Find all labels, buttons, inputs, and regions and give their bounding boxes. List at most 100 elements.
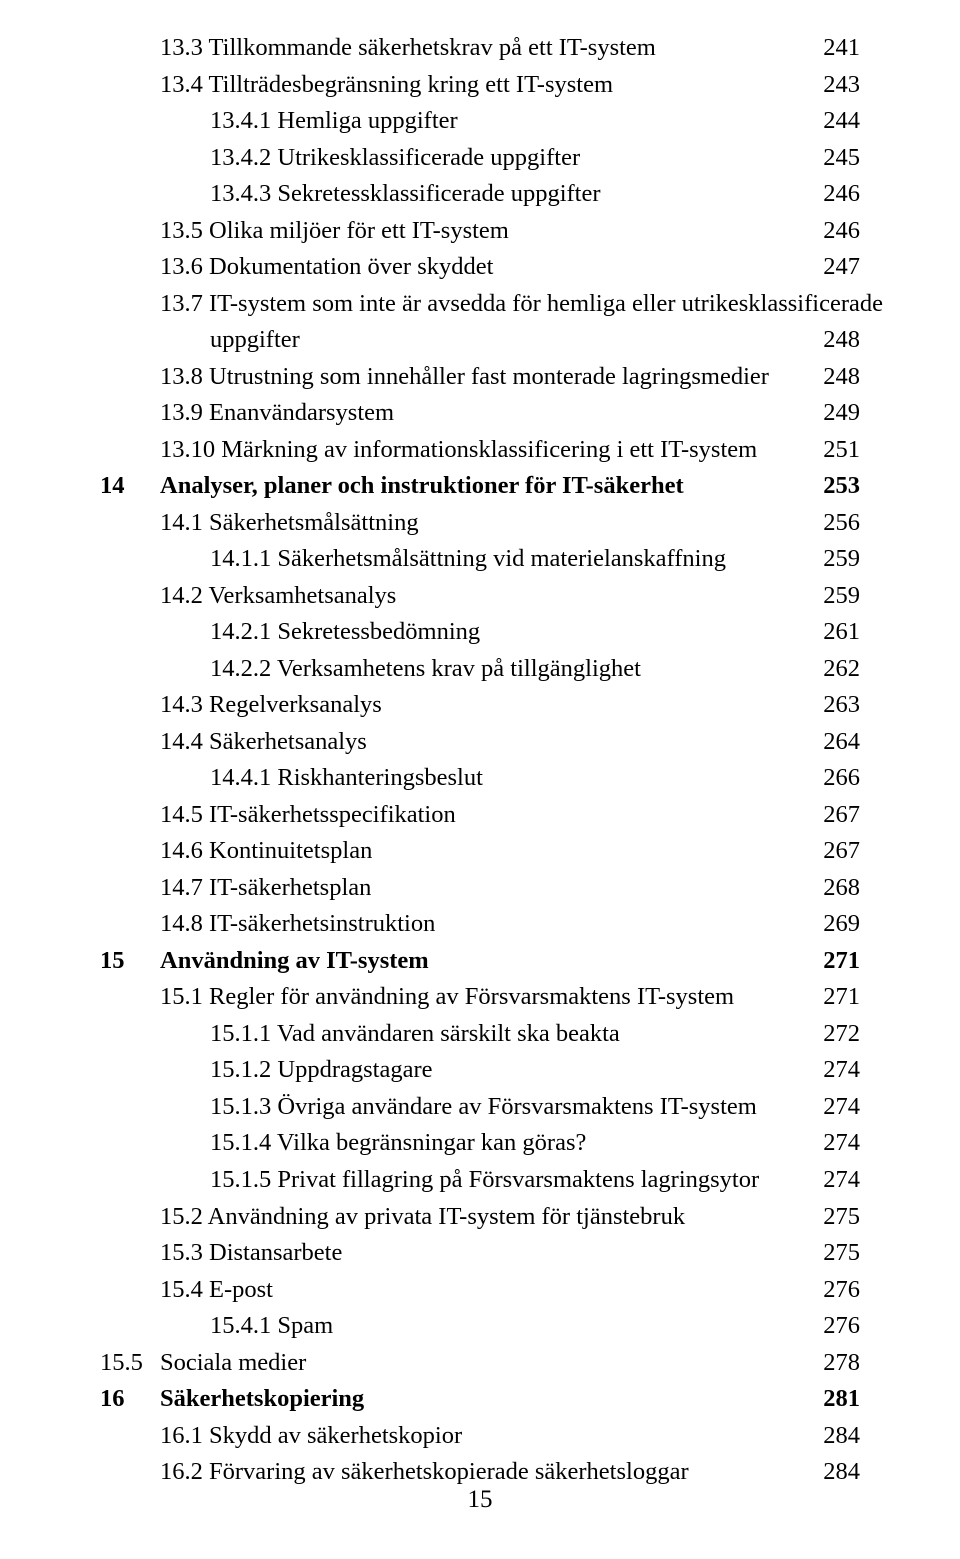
toc-page-number: 264 — [815, 724, 860, 760]
toc-label: 13.4.1 Hemliga uppgifter — [210, 103, 458, 139]
toc-label: 14.3 Regelverksanalys — [160, 687, 382, 723]
toc-label: 15.4 E-post — [160, 1272, 273, 1308]
toc-page-number: 249 — [815, 395, 860, 431]
toc-page-number: 266 — [815, 760, 860, 796]
toc-label: 14.1.1 Säkerhetsmålsättning vid materiel… — [210, 541, 726, 577]
toc-page-number: 241 — [815, 30, 860, 66]
toc-label: 16.1 Skydd av säkerhetskopior — [160, 1418, 462, 1454]
toc-page-number: 274 — [815, 1162, 860, 1198]
toc-entry: 13.8 Utrustning som innehåller fast mont… — [100, 359, 860, 395]
toc-page-number: 246 — [815, 213, 860, 249]
toc-label: 14.5 IT-säkerhetsspecifikation — [160, 797, 456, 833]
toc-label: 14.4.1 Riskhanteringsbeslut — [210, 760, 483, 796]
toc-chapter-number: 15 — [100, 943, 160, 979]
toc-entry: 14.1 Säkerhetsmålsättning 256 — [100, 505, 860, 541]
toc-entry: 14.3 Regelverksanalys263 — [100, 687, 860, 723]
toc-label: 13.5 Olika miljöer för ett IT-system — [160, 213, 509, 249]
toc-page-number: 245 — [815, 140, 860, 176]
toc-label: 13.9 Enanvändarsystem — [160, 395, 394, 431]
toc-chapter-number: 16 — [100, 1381, 160, 1417]
page-number: 15 — [0, 1486, 960, 1514]
toc-label: 14.1 Säkerhetsmålsättning — [160, 505, 419, 541]
toc-entry: 14.5 IT-säkerhetsspecifikation 267 — [100, 797, 860, 833]
toc-entry: 14.8 IT-säkerhetsinstruktion269 — [100, 906, 860, 942]
toc-label: 14.7 IT-säkerhetsplan — [160, 870, 371, 906]
toc-label: Sociala medier — [160, 1345, 306, 1381]
toc-page-number: 284 — [815, 1454, 860, 1490]
toc-page-number: 247 — [815, 249, 860, 285]
toc-page-number: 259 — [815, 541, 860, 577]
toc-page-number: 262 — [815, 651, 860, 687]
toc-label: 13.10 Märkning av informationsklassifice… — [160, 432, 757, 468]
toc-entry: 15.1.3 Övriga användare av Försvarsmakte… — [100, 1089, 860, 1125]
toc-label: 15.2 Användning av privata IT-system för… — [160, 1199, 685, 1235]
toc-label: 16.2 Förvaring av säkerhetskopierade säk… — [160, 1454, 689, 1490]
toc-entry: 15Användning av IT-system271 — [100, 943, 860, 979]
toc-label: 14.6 Kontinuitetsplan — [160, 833, 372, 869]
toc-entry: 13.5 Olika miljöer för ett IT-system 246 — [100, 213, 860, 249]
toc-entry: 13.4.1 Hemliga uppgifter244 — [100, 103, 860, 139]
toc-entry: 13.7 IT-system som inte är avsedda för h… — [100, 286, 860, 322]
toc-entry: 13.3 Tillkommande säkerhetskrav på ett I… — [100, 30, 860, 66]
toc-entry: 16.1 Skydd av säkerhetskopior 284 — [100, 1418, 860, 1454]
toc-page-number: 251 — [815, 432, 860, 468]
toc-label: 13.7 IT-system som inte är avsedda för h… — [160, 286, 883, 322]
toc-label: 15.1.2 Uppdragstagare — [210, 1052, 432, 1088]
toc-entry: 14.2 Verksamhetsanalys 259 — [100, 578, 860, 614]
toc-page-number: 272 — [815, 1016, 860, 1052]
toc-label: 15.1.1 Vad användaren särskilt ska beakt… — [210, 1016, 620, 1052]
toc-page-number: 253 — [815, 468, 860, 504]
toc-entry: 14.4 Säkerhetsanalys264 — [100, 724, 860, 760]
toc-entry: 13.9 Enanvändarsystem 249 — [100, 395, 860, 431]
toc-page-number: 271 — [815, 943, 860, 979]
toc-page-number: 284 — [815, 1418, 860, 1454]
toc-entry: uppgifter 248 — [100, 322, 860, 358]
toc-entry: 13.4 Tillträdesbegränsning kring ett IT-… — [100, 67, 860, 103]
toc-page-number: 281 — [815, 1381, 860, 1417]
toc-entry: 14.2.2 Verksamhetens krav på tillgänglig… — [100, 651, 860, 687]
toc-entry: 13.4.3 Sekretessklassificerade uppgifter… — [100, 176, 860, 212]
toc-label: 14.2.1 Sekretessbedömning — [210, 614, 480, 650]
table-of-contents: 13.3 Tillkommande säkerhetskrav på ett I… — [100, 30, 860, 1490]
toc-page-number: 269 — [815, 906, 860, 942]
toc-entry: 13.4.2 Utrikesklassificerade uppgifter24… — [100, 140, 860, 176]
toc-entry: 15.2 Användning av privata IT-system för… — [100, 1199, 860, 1235]
toc-page-number: 271 — [815, 979, 860, 1015]
toc-label: 14.2.2 Verksamhetens krav på tillgänglig… — [210, 651, 641, 687]
toc-chapter-number: 15.5 — [100, 1345, 160, 1381]
toc-entry: 13.6 Dokumentation över skyddet247 — [100, 249, 860, 285]
toc-page-number: 268 — [815, 870, 860, 906]
toc-page-number: 267 — [815, 833, 860, 869]
toc-page-number: 256 — [815, 505, 860, 541]
toc-label: uppgifter — [210, 322, 300, 358]
toc-page-number: 259 — [815, 578, 860, 614]
toc-entry: 15.1.1 Vad användaren särskilt ska beakt… — [100, 1016, 860, 1052]
toc-label: 13.4.3 Sekretessklassificerade uppgifter — [210, 176, 601, 212]
toc-page-number: 243 — [815, 67, 860, 103]
toc-entry: 15.4 E-post 276 — [100, 1272, 860, 1308]
toc-entry: 15.3 Distansarbete275 — [100, 1235, 860, 1271]
toc-entry: 15.4.1 Spam276 — [100, 1308, 860, 1344]
toc-page-number: 248 — [815, 322, 860, 358]
toc-entry: 15.1.2 Uppdragstagare274 — [100, 1052, 860, 1088]
toc-label: 15.1.4 Vilka begränsningar kan göras? — [210, 1125, 586, 1161]
toc-page-number: 274 — [815, 1089, 860, 1125]
toc-label: 14.2 Verksamhetsanalys — [160, 578, 396, 614]
toc-page-number: 275 — [815, 1199, 860, 1235]
toc-entry: 16Säkerhetskopiering281 — [100, 1381, 860, 1417]
toc-label: 15.4.1 Spam — [210, 1308, 333, 1344]
toc-page-number: 274 — [815, 1125, 860, 1161]
toc-entry: 14.6 Kontinuitetsplan 267 — [100, 833, 860, 869]
toc-page-number: 276 — [815, 1272, 860, 1308]
toc-page-number: 248 — [815, 359, 860, 395]
toc-label: 13.8 Utrustning som innehåller fast mont… — [160, 359, 769, 395]
toc-entry: 14.1.1 Säkerhetsmålsättning vid materiel… — [100, 541, 860, 577]
toc-entry: 15.1.4 Vilka begränsningar kan göras? 274 — [100, 1125, 860, 1161]
toc-label: 13.4 Tillträdesbegränsning kring ett IT-… — [160, 67, 613, 103]
toc-page-number: 267 — [815, 797, 860, 833]
toc-entry: 15.1 Regler för användning av Försvarsma… — [100, 979, 860, 1015]
toc-label: Analyser, planer och instruktioner för I… — [160, 468, 684, 504]
toc-entry: 16.2 Förvaring av säkerhetskopierade säk… — [100, 1454, 860, 1490]
toc-page-number: 278 — [815, 1345, 860, 1381]
toc-label: 13.3 Tillkommande säkerhetskrav på ett I… — [160, 30, 656, 66]
